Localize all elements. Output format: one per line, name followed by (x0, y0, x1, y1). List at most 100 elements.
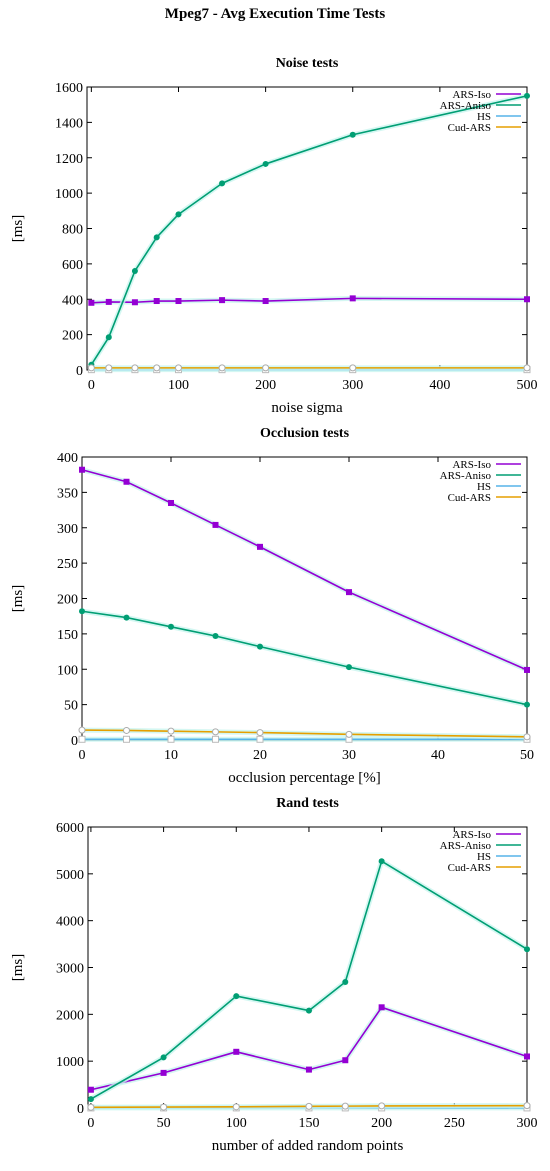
data-point (78, 735, 86, 743)
data-point (105, 298, 112, 305)
series-ars-iso (88, 295, 530, 306)
data-point (175, 298, 182, 305)
y-tick-label: 5000 (56, 868, 84, 883)
y-tick-label: 0 (77, 1102, 84, 1117)
data-point (233, 1048, 240, 1055)
legend-label: Cud-ARS (448, 492, 491, 504)
x-tick-label: 200 (371, 1116, 392, 1131)
y-tick-label: 50 (64, 699, 78, 714)
y-tick-label: 800 (62, 223, 83, 238)
series-cud-ars (87, 1102, 531, 1111)
legend-label: ARS-Iso (452, 89, 491, 101)
series-line-halo (89, 93, 528, 367)
noise-tests-chart: Noise tests02004006008001000120014001600… (10, 56, 538, 416)
series-cud-ars (87, 364, 531, 372)
data-point (87, 1096, 94, 1103)
data-point (105, 364, 113, 372)
data-point (349, 131, 356, 138)
y-tick-label: 4000 (56, 915, 84, 930)
data-point (175, 211, 182, 218)
series-ars-aniso (79, 608, 530, 708)
chart-title: Rand tests (276, 796, 339, 811)
data-point (160, 1103, 168, 1111)
data-point (153, 364, 161, 372)
data-point (174, 364, 182, 372)
y-tick-label: 600 (62, 258, 83, 273)
data-point (346, 589, 352, 596)
data-point (378, 1004, 385, 1011)
y-tick-label: 1200 (55, 152, 83, 167)
data-point (233, 993, 240, 1000)
data-point (87, 364, 95, 372)
data-point (160, 1054, 167, 1061)
data-point (167, 727, 175, 735)
data-point (346, 664, 352, 671)
data-point (131, 267, 138, 274)
data-point (305, 1102, 313, 1110)
x-tick-label: 400 (429, 378, 450, 393)
data-point (105, 334, 112, 341)
data-point (524, 1053, 530, 1060)
legend-label: ARS-Iso (452, 829, 491, 841)
occlusion-tests-chart: Occlusion tests 0 50 100 150 200 250 300 350 400 0… (10, 426, 534, 786)
data-point (524, 666, 530, 673)
x-tick-label: 500 (517, 378, 538, 393)
data-point (257, 643, 263, 650)
data-point (262, 160, 269, 167)
data-point (349, 295, 356, 302)
legend-label: HS (477, 481, 491, 493)
series-line (90, 1006, 528, 1091)
data-point (378, 858, 385, 865)
data-point (232, 1103, 240, 1111)
x-tick-label: 50 (520, 748, 534, 763)
series-line-halo (90, 1004, 528, 1093)
data-point (212, 632, 219, 639)
y-tick-label: 1600 (55, 81, 83, 96)
x-tick-label: 50 (157, 1116, 171, 1131)
data-point (524, 296, 530, 303)
data-point (378, 1102, 386, 1110)
legend-label: ARS-Aniso (440, 470, 492, 482)
y-tick-label: 0 (76, 364, 83, 379)
y-tick-label: 200 (57, 593, 78, 608)
data-point (523, 1102, 531, 1110)
data-point (87, 1103, 95, 1111)
data-point (342, 1057, 349, 1064)
x-axis-label: occlusion percentage [%] (228, 770, 380, 786)
legend-label: Cud-ARS (448, 122, 491, 134)
data-point (262, 298, 269, 305)
data-point (79, 466, 85, 473)
y-tick-label: 2000 (56, 1008, 84, 1023)
data-point (160, 1069, 167, 1076)
series-hs (78, 735, 531, 743)
data-point (257, 543, 263, 550)
y-axis-label: [ms] (10, 585, 26, 613)
series-ars-aniso (88, 92, 530, 368)
data-point (212, 728, 219, 736)
y-axis-label: [ms] (10, 215, 26, 243)
data-point (305, 1066, 312, 1073)
y-tick-label: 400 (62, 293, 83, 308)
y-tick-label: 1000 (56, 1055, 84, 1070)
x-tick-label: 10 (164, 748, 178, 763)
series-ars-iso (87, 1004, 530, 1093)
data-point (123, 478, 130, 485)
data-point (262, 364, 270, 372)
x-tick-label: 200 (255, 378, 276, 393)
y-tick-label: 150 (57, 628, 78, 643)
data-point (87, 1086, 94, 1093)
x-tick-label: 300 (517, 1116, 538, 1131)
series-ars-iso (79, 466, 530, 673)
data-point (256, 729, 264, 737)
legend-label: Cud-ARS (448, 862, 491, 874)
legend-label: ARS-Aniso (440, 840, 492, 852)
data-point (341, 1102, 349, 1110)
legend-label: ARS-Aniso (440, 100, 492, 112)
data-point (345, 730, 353, 738)
x-tick-label: 40 (431, 748, 445, 763)
data-point (523, 364, 531, 372)
y-tick-label: 200 (62, 329, 83, 344)
y-tick-label: 250 (57, 557, 78, 572)
